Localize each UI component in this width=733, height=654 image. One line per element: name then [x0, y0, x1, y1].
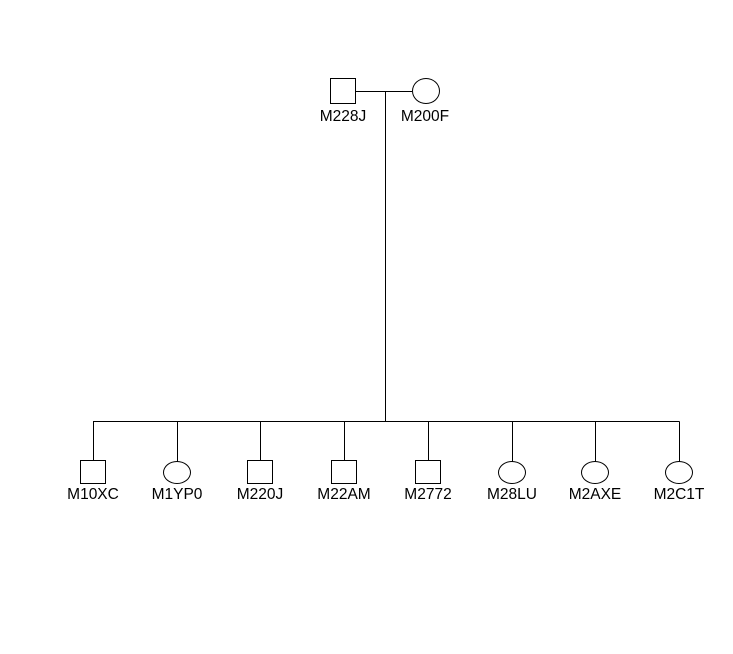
female-symbol-child-8	[665, 461, 693, 484]
person-label-father: M228J	[319, 108, 367, 125]
person-label-child-8: M2C1T	[653, 486, 705, 503]
female-symbol-child-7	[581, 461, 609, 484]
male-symbol-child-3	[247, 460, 273, 484]
person-label-child-5: M2772	[404, 486, 452, 503]
male-symbol-child-4	[331, 460, 357, 484]
male-symbol-father	[330, 78, 356, 104]
person-label-child-3: M220J	[236, 486, 284, 503]
person-label-child-2: M1YP0	[151, 486, 203, 503]
female-symbol-child-2	[163, 461, 191, 484]
person-label-child-4: M22AM	[317, 486, 371, 503]
person-label-child-1: M10XC	[67, 486, 119, 503]
male-symbol-child-1	[80, 460, 106, 484]
female-symbol-mother	[412, 78, 440, 104]
male-symbol-child-5	[415, 460, 441, 484]
female-symbol-child-6	[498, 461, 526, 484]
person-label-mother: M200F	[400, 108, 450, 125]
person-label-child-7: M2AXE	[568, 486, 622, 503]
person-label-child-6: M28LU	[487, 486, 537, 503]
